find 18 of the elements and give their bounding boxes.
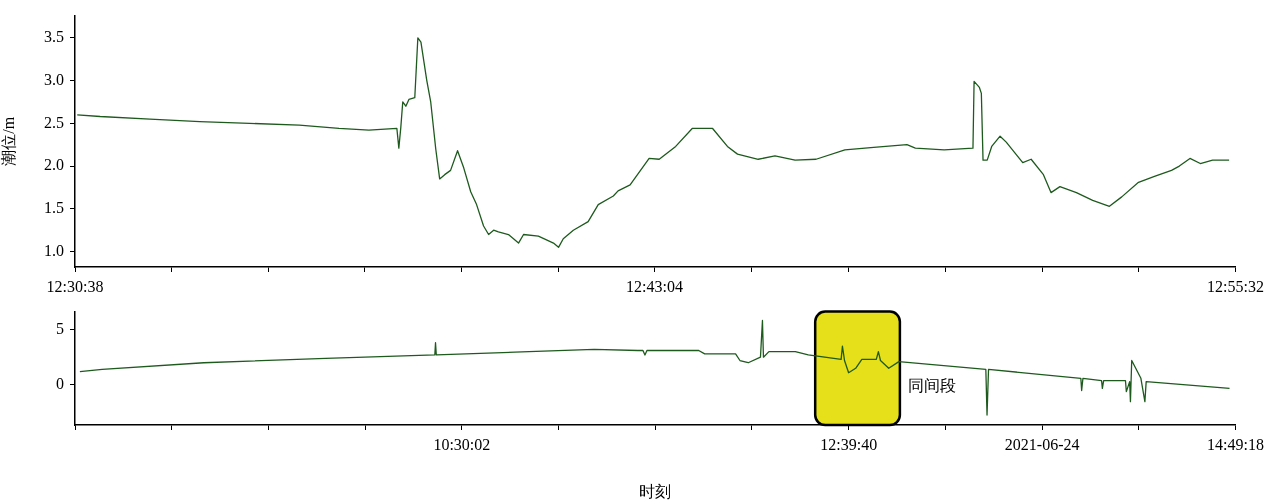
x-tick-label: 2021-06-24 <box>1004 435 1080 453</box>
band-label: 同间段 <box>907 376 956 394</box>
x-tick-label: 12:39:40 <box>820 435 878 453</box>
x-tick-label: 12:30:38 <box>46 277 104 295</box>
x-tick-label: 14:49:18 <box>1207 435 1264 453</box>
y-tick-label: 3.5 <box>44 28 64 46</box>
y-tick-label: 5 <box>56 319 64 337</box>
x-tick-label: 12:55:32 <box>1207 277 1264 295</box>
y-tick-label: 1.0 <box>44 241 64 259</box>
x-axis-title: 时刻 <box>639 482 672 500</box>
x-tick-label: 12:43:04 <box>625 277 683 295</box>
y-tick-label: 1.5 <box>44 199 64 217</box>
y-axis-title: 潮位/m <box>0 116 17 166</box>
y-tick-label: 3.0 <box>44 70 64 88</box>
y-tick-label: 0 <box>56 375 64 393</box>
x-tick-label: 10:30:02 <box>433 435 491 453</box>
y-tick-label: 2.0 <box>44 156 64 174</box>
y-tick-label: 2.5 <box>44 113 64 131</box>
